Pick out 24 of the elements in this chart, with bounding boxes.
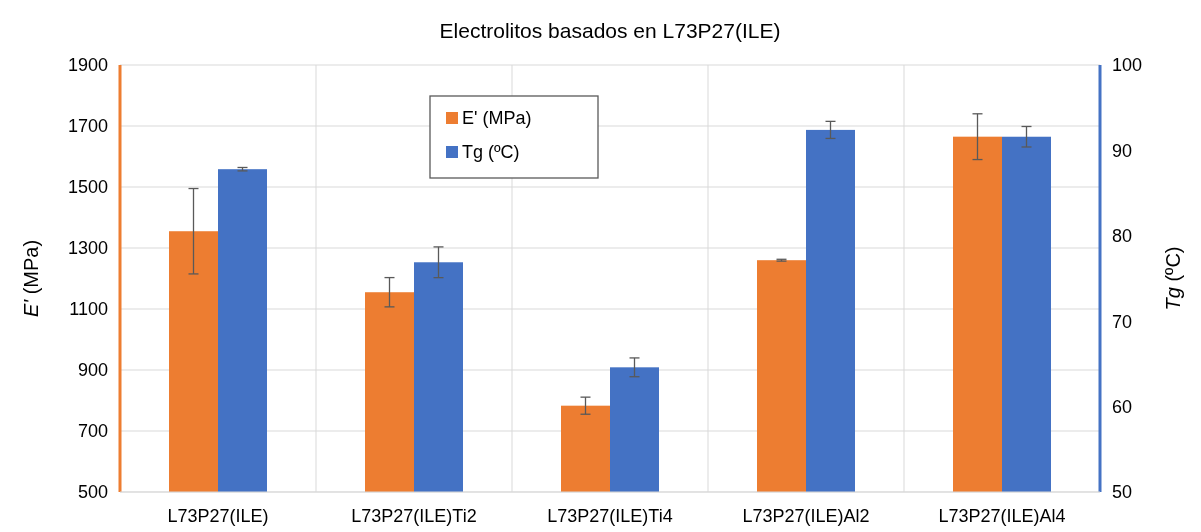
y-tick-label: 1900 bbox=[67, 55, 108, 76]
y-tick-label: 1700 bbox=[67, 116, 108, 137]
x-tick-label: L73P27(ILE)Ti2 bbox=[351, 506, 477, 526]
x-tick-label: L73P27(ILE)Al4 bbox=[938, 506, 1066, 526]
x-tick-label: L73P27(ILE) bbox=[167, 506, 269, 526]
y2-tick-label: 90 bbox=[1112, 140, 1133, 161]
y2-tick-label: 60 bbox=[1112, 396, 1133, 417]
y2-axis-title: Tg (ºC) bbox=[1162, 246, 1184, 311]
y-tick-label: 900 bbox=[77, 360, 108, 381]
y-tick-label: 1500 bbox=[67, 177, 108, 198]
x-tick-label: L73P27(ILE)Ti4 bbox=[547, 506, 673, 526]
y2-tick-label: 100 bbox=[1112, 55, 1143, 76]
y-tick-label: 500 bbox=[77, 482, 108, 503]
y-tick-label: 1100 bbox=[69, 299, 108, 320]
y2-tick-label: 70 bbox=[1112, 311, 1133, 332]
y-axis-title: E' (MPa) bbox=[20, 239, 42, 318]
x-tick-label: L73P27(ILE)Al2 bbox=[742, 506, 870, 526]
y2-tick-label: 80 bbox=[1112, 226, 1133, 247]
y-tick-label: 1300 bbox=[67, 238, 108, 259]
legend-label: E' (MPa) bbox=[462, 108, 532, 129]
legend-label: Tg (ºC) bbox=[462, 142, 520, 163]
y-tick-label: 700 bbox=[77, 421, 108, 442]
chart-title: Electrolitos basados en L73P27(ILE) bbox=[439, 19, 781, 42]
y2-tick-label: 50 bbox=[1112, 482, 1133, 503]
